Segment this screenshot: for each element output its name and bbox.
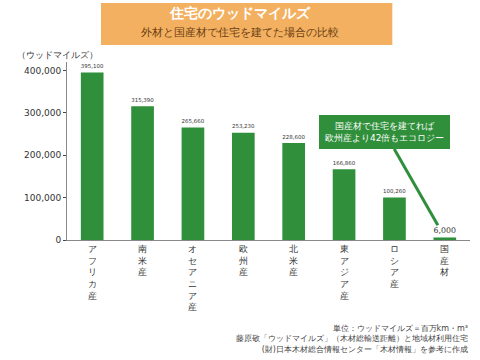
svg-text:253,230: 253,230 [232,123,255,129]
svg-text:単位：ウッドマイルズ＝百万km・m³藤原敬「ウッドマイルズ」: 単位：ウッドマイルズ＝百万km・m³藤原敬「ウッドマイルズ」（木材総輸送距離）と… [236,324,468,354]
svg-text:400,000: 400,000 [24,66,61,76]
svg-text:200,000: 200,000 [24,150,61,160]
svg-text:住宅のウッドマイルズ外材と国産材で住宅を建てた場合の比較: 住宅のウッドマイルズ外材と国産材で住宅を建てた場合の比較 [141,5,339,39]
svg-text:北米産: 北米産 [289,244,298,277]
svg-text:166,860: 166,860 [333,160,356,166]
svg-text:300,000: 300,000 [24,108,61,118]
svg-text:国産材: 国産材 [439,244,449,277]
svg-text:100,000: 100,000 [24,193,61,203]
svg-text:アフリカ産: アフリカ産 [88,244,97,301]
svg-text:ロシア産: ロシア産 [390,244,399,289]
svg-text:6,000: 6,000 [433,226,455,235]
svg-text:395,100: 395,100 [81,63,104,69]
svg-text:オセアニア産: オセアニア産 [188,244,197,312]
svg-text:欧州産: 欧州産 [239,244,248,277]
svg-text:南米産: 南米産 [138,244,147,277]
svg-text:（ウッドマイルズ）: （ウッドマイルズ） [17,50,98,60]
svg-text:国産材で住宅を建てれば欧州産より42倍もエコロジー: 国産材で住宅を建てれば欧州産より42倍もエコロジー [325,121,444,143]
svg-text:100,260: 100,260 [383,188,406,194]
svg-text:228,600: 228,600 [282,134,305,140]
svg-text:265,660: 265,660 [182,118,205,124]
svg-text:東アジア産: 東アジア産 [340,244,349,301]
svg-text:315,390: 315,390 [131,97,154,103]
svg-text:0: 0 [55,235,61,245]
